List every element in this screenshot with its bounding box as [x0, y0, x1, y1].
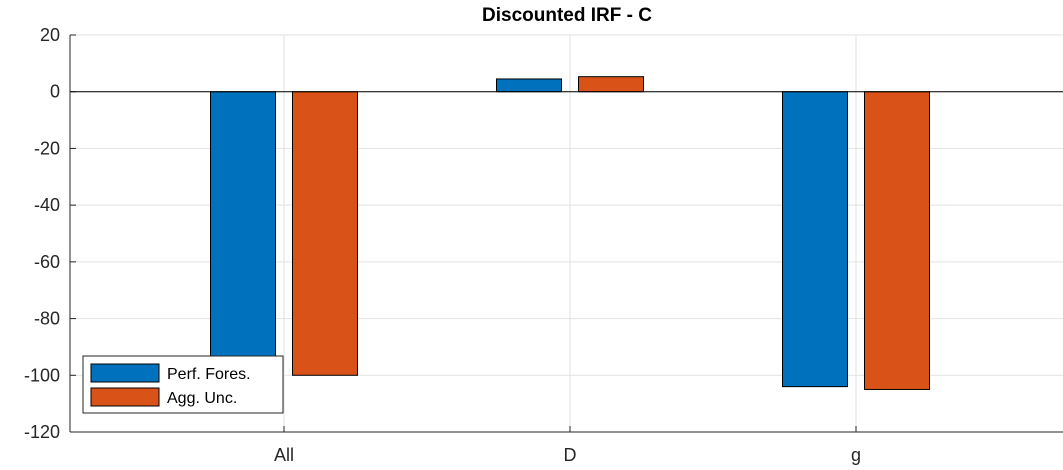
y-tick-label: 0: [50, 82, 60, 102]
legend: Perf. Fores. Agg. Unc.: [82, 355, 284, 414]
legend-swatch: [90, 387, 160, 407]
y-tick-label: 20: [40, 25, 60, 45]
bar-perf-fores--d: [496, 78, 562, 93]
chart-title: Discounted IRF - C: [482, 5, 652, 26]
y-tick-label: -60: [34, 252, 60, 272]
bar-agg-unc--g: [864, 91, 930, 390]
bar-agg-unc--d: [578, 76, 644, 93]
legend-label: Perf. Fores.: [167, 366, 251, 383]
bar-perf-fores--all: [210, 91, 276, 359]
bars: [210, 76, 930, 390]
x-tick-label: All: [274, 445, 294, 465]
x-tick-label: D: [564, 445, 577, 465]
legend-swatch: [90, 363, 160, 383]
y-tick-label: -20: [34, 138, 60, 158]
bar-perf-fores--g: [782, 91, 848, 388]
y-tick-label: -100: [24, 365, 60, 385]
y-tick-label: -80: [34, 309, 60, 329]
legend-label: Agg. Unc.: [167, 390, 237, 407]
bar-agg-unc--all: [292, 91, 358, 376]
y-tick-label: -40: [34, 195, 60, 215]
x-tick-label: g: [851, 445, 861, 465]
y-tick-label: -120: [24, 422, 60, 442]
